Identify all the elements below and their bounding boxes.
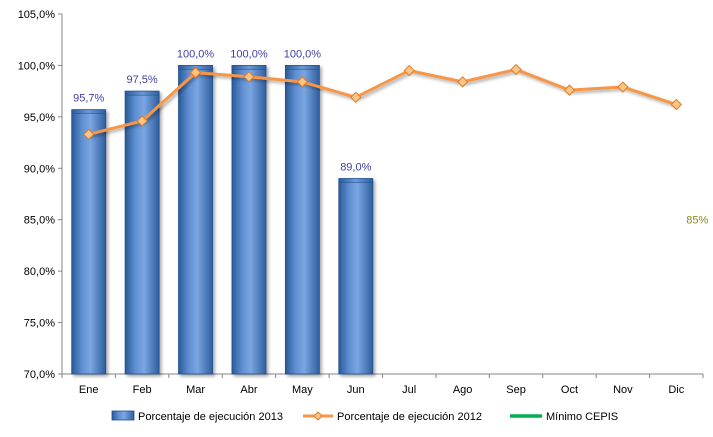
data-point-2012: [243, 71, 255, 83]
x-tick-label: Feb: [133, 384, 152, 396]
x-tick-label: Nov: [613, 384, 633, 396]
bar-data-label: 100,0%: [284, 48, 322, 60]
bar-top: [231, 65, 267, 70]
series-line-2012: [88, 68, 677, 136]
y-tick-label: 70,0%: [24, 369, 55, 381]
bar: [71, 109, 107, 375]
bar-top: [124, 90, 160, 96]
bar-top: [338, 178, 374, 183]
bar-data-label: 89,0%: [340, 162, 371, 174]
bar-data-label: 97,5%: [127, 74, 158, 86]
data-point-2012: [563, 84, 576, 96]
data-point-2012: [350, 91, 362, 104]
data-point-2012: [510, 63, 522, 76]
data-point-2012: [617, 81, 629, 93]
data-point-2012: [670, 98, 682, 111]
y-tick-label: 105,0%: [18, 9, 56, 21]
bar-top: [71, 109, 106, 114]
legend-swatch-2013: [111, 410, 135, 421]
data-point-2012: [456, 76, 469, 88]
bar-top: [285, 65, 320, 70]
legend-label-cepis: Mínimo CEPIS: [546, 411, 618, 423]
y-tick-label: 85,0%: [24, 215, 55, 227]
axes: 70,0% 75,0% 80,0% 85,0% 90,0% 95,0% 100,0% 105,…: [18, 9, 704, 396]
bar: [338, 178, 374, 375]
data-point-2012: [189, 66, 202, 79]
x-tick-label: Jun: [347, 384, 365, 396]
y-tick-label: 95,0%: [24, 112, 55, 124]
data-point-2012: [83, 128, 95, 141]
x-tick-label: May: [292, 384, 313, 396]
x-tick-label: Jul: [402, 384, 416, 396]
data-labels: 95,7% 97,5% 100,0% 100,0% 100,0% 89,0%: [73, 48, 371, 173]
y-tick-label: 75,0%: [24, 318, 55, 330]
x-tick-label: Ago: [453, 384, 473, 396]
x-tick-label: Mar: [186, 384, 205, 396]
x-tick-label: Dic: [668, 384, 684, 396]
y-tick-label: 80,0%: [24, 266, 55, 278]
bar-data-label: 95,7%: [73, 93, 104, 105]
y-tick-label: 90,0%: [24, 163, 55, 175]
x-tick-label: Abr: [240, 384, 257, 396]
y-tick-label: 100,0%: [18, 60, 56, 72]
line-series: [83, 63, 682, 141]
data-point-2012: [403, 64, 415, 77]
bar-data-label: 100,0%: [177, 48, 215, 60]
x-tick-label: Oct: [561, 384, 578, 396]
x-tick-label: Sep: [506, 384, 526, 396]
legend-label-2013: Porcentaje de ejecución 2013: [138, 411, 283, 423]
bar: [124, 90, 160, 375]
reference-end-label: 85%: [686, 215, 708, 227]
legend-label-2012: Porcentaje de ejecución 2012: [337, 411, 482, 423]
legend-marker-2012: [313, 411, 323, 421]
legend: Porcentaje de ejecución 2013 Porcentaje d…: [111, 410, 618, 423]
reference-series: 85%: [88, 215, 709, 227]
x-tick-label: Ene: [79, 384, 99, 396]
data-point-2012: [296, 76, 309, 88]
bar-data-label: 100,0%: [230, 48, 268, 60]
data-point-2012: [136, 115, 148, 127]
